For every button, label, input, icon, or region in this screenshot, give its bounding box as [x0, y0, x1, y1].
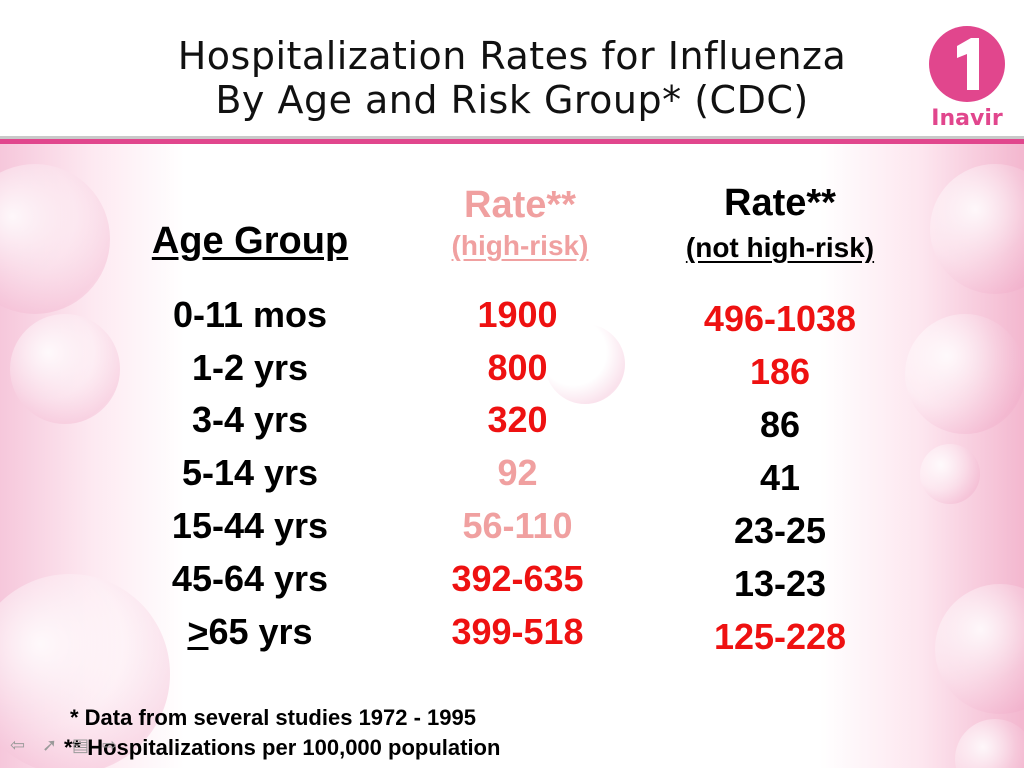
- table-cell-not-high-risk: 41: [759, 457, 801, 498]
- table-cell-high-risk: 392-635: [451, 558, 584, 599]
- header-rate-not-high-risk: Rate**: [724, 182, 836, 224]
- table-cell-high-risk: 1900: [477, 294, 558, 335]
- table-cell-age: 45-64 yrs: [171, 558, 329, 599]
- table-cell-not-high-risk: 125-228: [713, 616, 847, 657]
- slide-header: Hospitalization Rates for Influenza By A…: [0, 0, 1024, 138]
- table-cell-age: 5-14 yrs: [181, 452, 319, 493]
- pen-icon[interactable]: ➚: [42, 735, 58, 755]
- table-cell-age: 1-2 yrs: [191, 347, 309, 388]
- bubble-decoration: [935, 584, 1024, 714]
- table-cell-high-risk: 92: [497, 452, 538, 493]
- table-cell-high-risk: 399-518: [451, 611, 584, 652]
- header-high-risk-sub: (high-risk): [451, 230, 589, 261]
- bubble-decoration: [955, 719, 1024, 768]
- table-cell-not-high-risk: 186: [749, 351, 811, 392]
- slide-title-line1: Hospitalization Rates for Influenza: [177, 34, 847, 78]
- table-cell-age: 0-11 mos: [172, 294, 328, 335]
- slide-title-line2: By Age and Risk Group* (CDC): [215, 78, 809, 122]
- header-divider-pink: [0, 139, 1024, 144]
- table-cell-high-risk: 320: [487, 399, 548, 440]
- bubble-decoration: [545, 324, 625, 404]
- age-label: 65 yrs: [208, 611, 313, 652]
- bubble-decoration: [10, 314, 120, 424]
- table-cell-age: >65 yrs: [120, 612, 380, 652]
- logo-text: Inavir: [931, 106, 1003, 131]
- header-rate-high-risk: Rate**: [464, 184, 576, 226]
- table-cell-not-high-risk: 496-1038: [703, 298, 857, 339]
- header-age-group: Age Group: [151, 220, 349, 262]
- bubble-decoration: [930, 164, 1024, 294]
- footnote-units: ** Hospitalizations per 100,000 populati…: [64, 735, 501, 760]
- footnote-data-source: * Data from several studies 1972 - 1995: [70, 705, 477, 730]
- table-cell-age: 3-4 yrs: [191, 399, 309, 440]
- table-cell-not-high-risk: 86: [759, 404, 801, 445]
- header-divider-gray: [0, 136, 1024, 139]
- greater-equal-symbol: >: [187, 611, 209, 652]
- arrow-left-icon[interactable]: ⇦: [10, 735, 26, 755]
- logo-circle-icon: [929, 26, 1005, 102]
- table-cell-high-risk: 56-110: [462, 505, 573, 546]
- table-cell-not-high-risk: 23-25: [733, 510, 827, 551]
- table-cell-not-high-risk: 13-23: [733, 563, 827, 604]
- bubble-decoration: [0, 574, 170, 768]
- inavir-logo: Inavir: [927, 24, 1007, 134]
- bubble-decoration: [905, 314, 1024, 434]
- slideshow-nav: ⇦ ➚ ▤ ⇨: [10, 735, 140, 761]
- arrow-right-icon[interactable]: ⇨: [102, 735, 118, 755]
- menu-icon[interactable]: ▤: [72, 735, 90, 755]
- table-cell-high-risk: 800: [487, 347, 548, 388]
- bubble-decoration: [0, 164, 110, 314]
- header-not-high-risk-sub: (not high-risk): [685, 232, 875, 263]
- slide-background: [0, 144, 1024, 768]
- table-cell-age: 15-44 yrs: [171, 505, 329, 546]
- bubble-decoration: [920, 444, 980, 504]
